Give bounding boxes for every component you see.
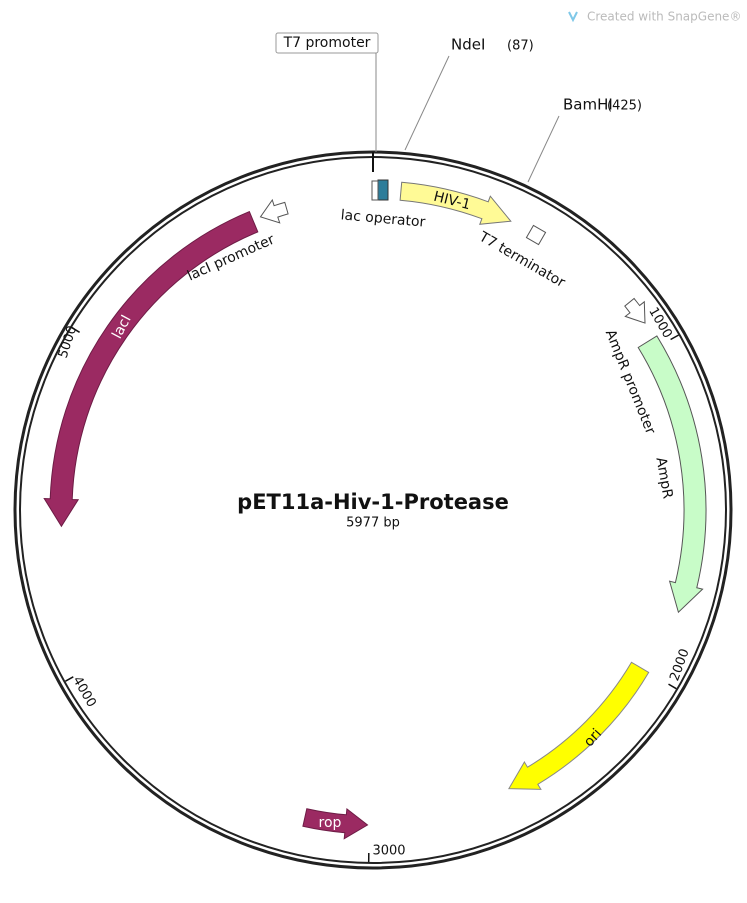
feature-label: T7 terminator (475, 228, 567, 291)
site-position: (425) (607, 99, 642, 114)
tick-label: 5000 (56, 324, 80, 360)
leader (528, 116, 559, 182)
feature-label: lac operator (340, 207, 426, 230)
watermark: Created with SnapGene® (569, 10, 741, 24)
site-name: BamHI (563, 96, 613, 114)
t7-terminator (526, 225, 545, 244)
leader (405, 56, 449, 150)
site-position: (87) (507, 39, 534, 54)
site-name: NdeI (451, 36, 485, 54)
feature-label: rop (319, 815, 342, 831)
tick-label: 3000 (372, 844, 405, 859)
feature-arrow (261, 200, 289, 223)
title: pET11a-Hiv-1-Protease (237, 490, 509, 514)
feature-label: AmpR (652, 456, 675, 500)
feature-arrow (509, 662, 649, 789)
feature-arrow (625, 299, 645, 324)
t7-promoter-label: T7 promoter (283, 35, 371, 51)
tick (671, 335, 679, 339)
lac-operator (378, 180, 388, 200)
tick (669, 684, 677, 689)
length: 5977 bp (346, 516, 400, 531)
operator-spacer (372, 181, 378, 200)
watermark-text: Created with SnapGene® (587, 10, 741, 24)
